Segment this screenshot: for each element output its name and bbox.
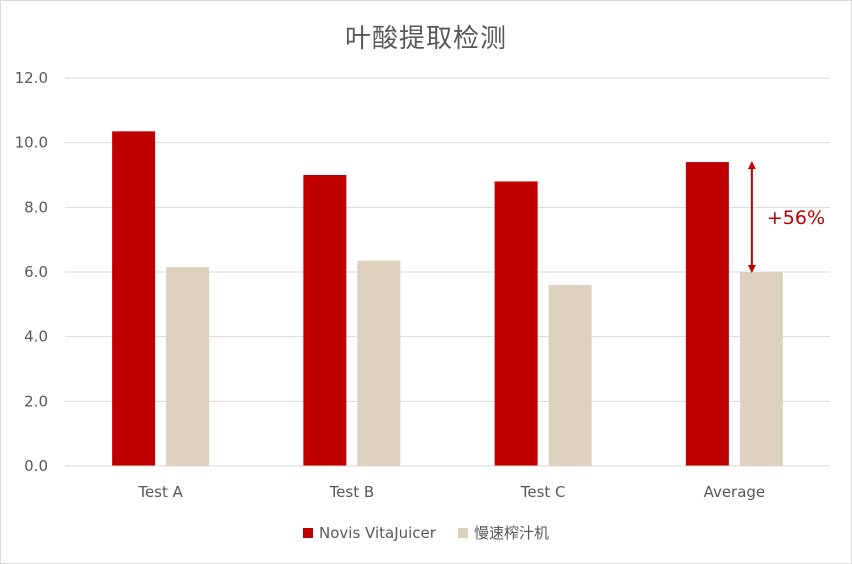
chart-title: 叶酸提取检测 [344,24,507,54]
bar-test-c-series-2 [548,284,592,466]
y-tick-label: 6.0 [24,263,48,281]
x-tick-label: Test C [520,483,566,501]
bar-test-a-series-1 [112,131,156,466]
legend: Novis VitaJuicer 慢速榨汁机 [0,522,852,543]
y-tick-label: 10.0 [15,134,48,152]
annotations: +56% [747,161,825,273]
y-tick-label: 0.0 [24,457,48,475]
y-tick-label: 12.0 [15,69,48,87]
bar-average-series-1 [685,162,729,467]
bars [112,131,783,467]
bar-test-b-series-2 [357,260,401,466]
legend-label-series-1: Novis VitaJuicer [319,523,436,542]
bar-test-b-series-1 [303,175,347,466]
y-tick-label: 2.0 [24,392,48,410]
legend-swatch-series-1 [303,527,314,538]
x-tick-label: Test A [137,483,183,501]
legend-swatch-series-2 [457,527,468,538]
bar-test-a-series-2 [166,267,210,466]
legend-item-series-1: Novis VitaJuicer [303,522,436,543]
y-tick-label: 8.0 [24,198,48,216]
x-tick-label: Test B [329,483,375,501]
legend-item-series-2: 慢速榨汁机 [457,522,549,543]
bar-test-c-series-1 [494,181,538,466]
y-tick-label: 4.0 [24,328,48,346]
bar-average-series-2 [739,272,783,466]
legend-label-series-2: 慢速榨汁机 [473,524,549,542]
difference-label: +56% [767,207,825,229]
x-tick-label: Average [704,483,766,501]
axes: 0.0 2.0 4.0 6.0 8.0 10.0 12.0 Test A Test B Test … [15,69,830,501]
